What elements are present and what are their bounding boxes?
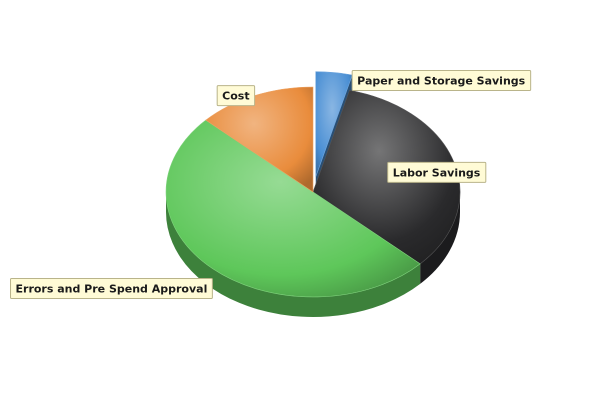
slice-label-text: Errors and Pre Spend Approval — [16, 283, 208, 296]
slice-label-box — [10, 278, 213, 300]
slice-label-box — [351, 70, 532, 92]
slice-label-box — [216, 85, 256, 107]
slice-label-box — [387, 161, 487, 183]
slice-label: Paper and Storage Savings — [351, 70, 532, 92]
slice-side — [166, 192, 421, 318]
slice-label: Labor Savings — [387, 161, 487, 183]
slice-label: Errors and Pre Spend Approval — [10, 278, 213, 300]
pie-slices — [166, 71, 461, 298]
slice-side — [420, 192, 460, 284]
slice-label-text: Cost — [222, 90, 249, 103]
slice-label-text: Paper and Storage Savings — [357, 75, 525, 88]
slice-label: Cost — [216, 85, 256, 107]
slice-labels: Paper and Storage Savings Labor Savings Er… — [10, 70, 532, 300]
slice-label-text: Labor Savings — [393, 166, 481, 179]
pie-slice-errors-and-pre-spend-approval — [166, 119, 421, 298]
